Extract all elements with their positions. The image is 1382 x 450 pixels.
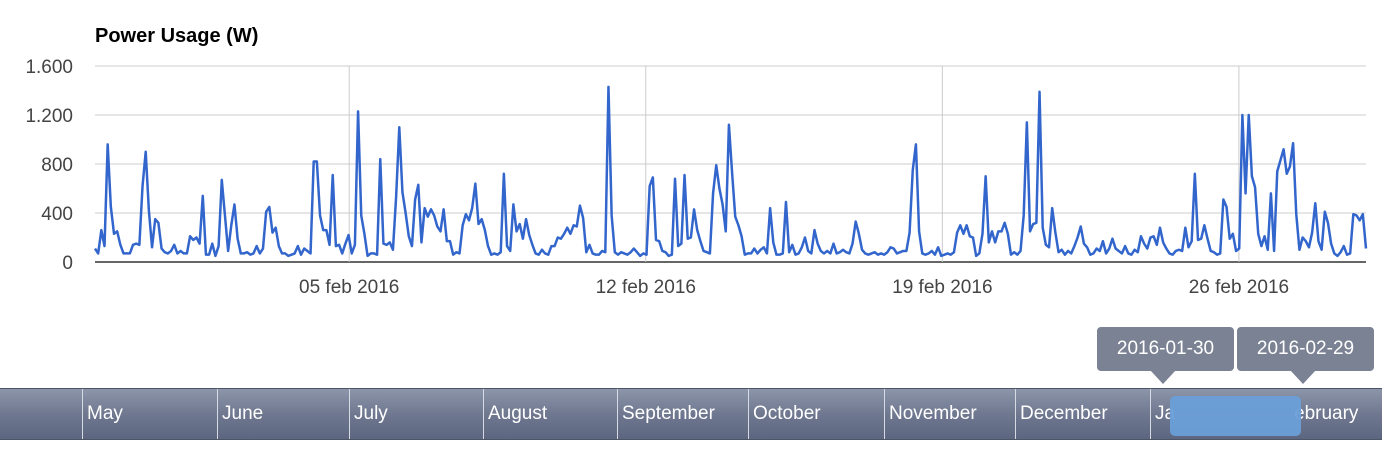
timeline-navigator[interactable]: May June July August September October Novembe… bbox=[0, 388, 1382, 440]
navigator-month-label[interactable]: September bbox=[617, 389, 748, 439]
y-tick-label: 800 bbox=[41, 155, 73, 176]
navigator-month-label[interactable]: May bbox=[82, 389, 217, 439]
y-tick-label: 400 bbox=[41, 204, 73, 225]
x-tick-label: 12 feb 2016 bbox=[596, 277, 696, 298]
navigator-month-label[interactable]: August bbox=[483, 389, 617, 439]
navigator-month-label[interactable]: November bbox=[884, 389, 1015, 439]
navigator-month-label[interactable]: October bbox=[748, 389, 884, 439]
series-line bbox=[93, 85, 1368, 258]
chart-title: Power Usage (W) bbox=[95, 25, 258, 47]
plot-area[interactable] bbox=[93, 85, 1368, 258]
range-end-tooltip: 2016-02-29 bbox=[1237, 327, 1374, 384]
x-tick-label: 26 feb 2016 bbox=[1189, 277, 1289, 298]
navigator-month-label[interactable]: June bbox=[217, 389, 349, 439]
x-tick-label: 19 feb 2016 bbox=[892, 277, 992, 298]
range-start-tooltip: 2016-01-30 bbox=[1097, 327, 1234, 384]
power-usage-chart: Power Usage (W) 0 400 800 1.200 1.600 05 feb… bbox=[25, 25, 1368, 298]
x-tick-label: 05 feb 2016 bbox=[299, 277, 399, 298]
y-tick-label: 0 bbox=[62, 253, 73, 274]
navigator-month-label[interactable]: ebruary bbox=[1294, 403, 1359, 424]
navigator-month-label[interactable]: July bbox=[349, 389, 483, 439]
y-tick-label: 1.600 bbox=[25, 57, 73, 78]
y-axis: 0 400 800 1.200 1.600 bbox=[25, 57, 73, 274]
navigator-month-label[interactable]: December bbox=[1015, 389, 1150, 439]
range-selection-handle[interactable] bbox=[1170, 396, 1301, 436]
x-axis: 05 feb 2016 12 feb 2016 19 feb 2016 26 feb … bbox=[299, 277, 1289, 298]
y-tick-label: 1.200 bbox=[25, 106, 73, 127]
